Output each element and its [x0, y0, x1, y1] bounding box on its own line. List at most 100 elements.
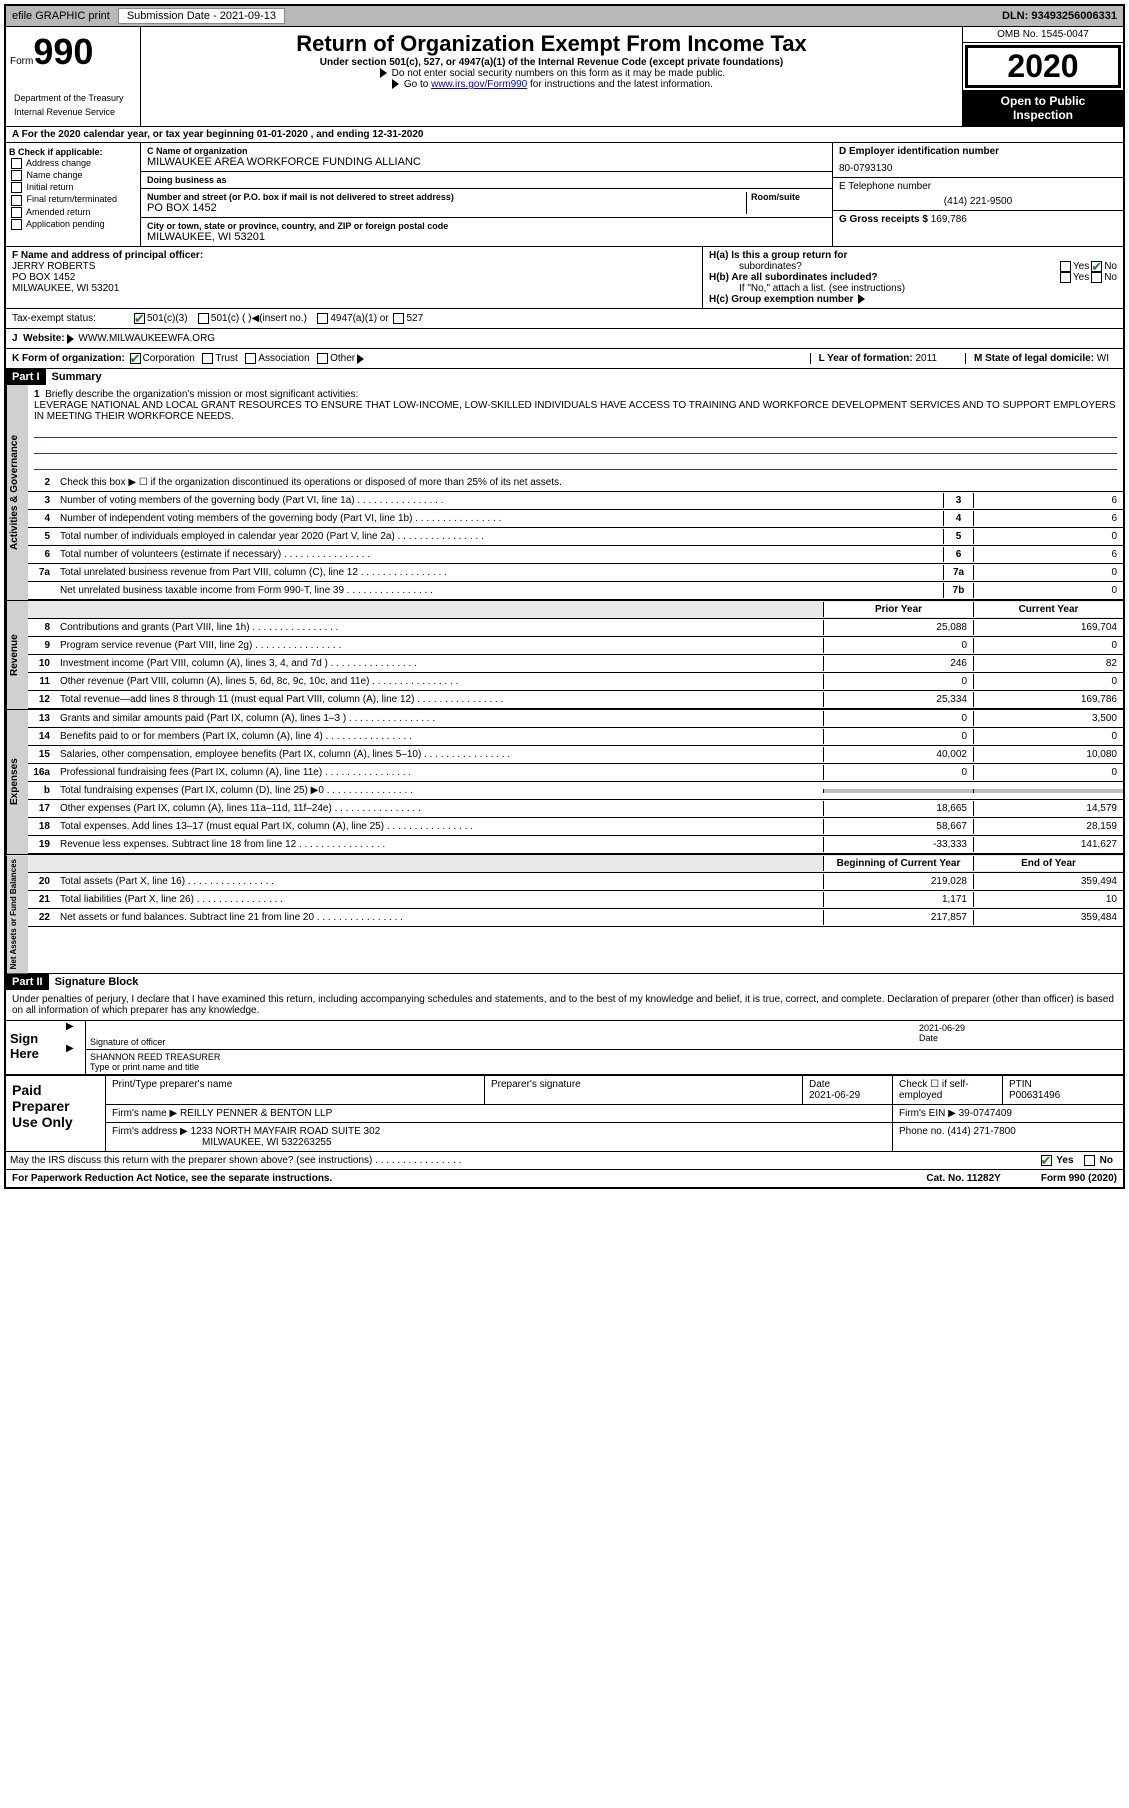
discuss-text: May the IRS discuss this return with the…: [10, 1155, 372, 1166]
cb-527[interactable]: [393, 313, 404, 324]
cb-corp[interactable]: [130, 353, 141, 364]
dln-value: 93493256006331: [1031, 10, 1117, 22]
dba-label: Doing business as: [147, 175, 826, 185]
fin-line: 17 Other expenses (Part IX, column (A), …: [28, 800, 1123, 818]
gov-line: 4 Number of independent voting members o…: [28, 510, 1123, 528]
addr-value: PO BOX 1452: [147, 202, 746, 214]
cb-501c[interactable]: [198, 313, 209, 324]
ha-yes[interactable]: [1060, 261, 1071, 272]
checkbox-app-pending[interactable]: [11, 219, 22, 230]
fin-line: 9 Program service revenue (Part VIII, li…: [28, 637, 1123, 655]
fin-line: 13 Grants and similar amounts paid (Part…: [28, 710, 1123, 728]
fin-line: 8 Contributions and grants (Part VIII, l…: [28, 619, 1123, 637]
line-num: 8: [28, 622, 56, 633]
curr-val: 3,500: [973, 711, 1123, 726]
line-val: 0: [973, 583, 1123, 598]
curr-val: 0: [973, 674, 1123, 689]
fin-line: 21 Total liabilities (Part X, line 26) 1…: [28, 891, 1123, 909]
discuss-yes[interactable]: [1041, 1155, 1052, 1166]
cb-501c3[interactable]: [134, 313, 145, 324]
triangle-icon: [392, 79, 399, 89]
hb-no[interactable]: [1091, 272, 1102, 283]
ha-no[interactable]: [1091, 261, 1102, 272]
fin-line: 12 Total revenue—add lines 8 through 11 …: [28, 691, 1123, 709]
officer-name: JERRY ROBERTS: [12, 261, 95, 272]
tax-year: 2020: [965, 45, 1121, 88]
rev-section: Revenue Prior Year Current Year 8 Contri…: [6, 601, 1123, 710]
prior-val: 0: [823, 765, 973, 780]
prior-val: 25,088: [823, 620, 973, 635]
irs-link[interactable]: www.irs.gov/Form990: [431, 79, 527, 90]
sig-date-label: Date: [919, 1033, 1119, 1043]
opt-assoc: Association: [258, 353, 309, 364]
line-num: b: [28, 785, 56, 796]
line-box: 6: [943, 547, 973, 562]
ein-row: D Employer identification number 80-0793…: [833, 143, 1123, 178]
line-text: Benefits paid to or for members (Part IX…: [56, 729, 823, 744]
cb-assoc[interactable]: [245, 353, 256, 364]
officer-name-row: SHANNON REED TREASURER Type or print nam…: [86, 1050, 1123, 1074]
opt-corp: Corporation: [143, 353, 195, 364]
curr-val: 82: [973, 656, 1123, 671]
triangle-icon: [858, 294, 865, 304]
firm-ein-label: Firm's EIN ▶: [899, 1108, 956, 1119]
line-box: 5: [943, 529, 973, 544]
prep-sig-label: Preparer's signature: [491, 1079, 796, 1090]
line-num: 10: [28, 658, 56, 669]
hb-yes[interactable]: [1060, 272, 1071, 283]
q2-num: 2: [28, 477, 56, 488]
line-num: 15: [28, 749, 56, 760]
dots: [372, 1155, 461, 1166]
line-text: Other revenue (Part VIII, column (A), li…: [56, 674, 823, 689]
line-num: 4: [28, 513, 56, 524]
sig-officer-field[interactable]: [90, 1023, 919, 1037]
cb-label-4: Amended return: [26, 207, 91, 217]
curr-val: 359,494: [973, 874, 1123, 889]
dept-irs: Internal Revenue Service: [10, 105, 136, 119]
dln-label: DLN:: [1002, 10, 1028, 22]
checkbox-name-change[interactable]: [11, 170, 22, 181]
open-line2: Inspection: [1013, 108, 1073, 122]
checkbox-initial-return[interactable]: [11, 182, 22, 193]
line-num: 17: [28, 803, 56, 814]
firm-ein-value: 39-0747409: [959, 1108, 1012, 1119]
checkbox-final-return[interactable]: [11, 195, 22, 206]
gov-line: 6 Total number of volunteers (estimate i…: [28, 546, 1123, 564]
form-prefix: Form: [10, 56, 33, 67]
line-text: Revenue less expenses. Subtract line 18 …: [56, 837, 823, 852]
firm-name-label: Firm's name ▶: [112, 1108, 177, 1119]
ha-label: H(a) Is this a group return for: [709, 250, 847, 261]
line-val: 6: [973, 547, 1123, 562]
website-url: WWW.MILWAUKEEWFA.ORG: [78, 333, 215, 344]
gross-label: G Gross receipts $: [839, 214, 928, 225]
line-text: Total revenue—add lines 8 through 11 (mu…: [56, 692, 823, 707]
line-text: Grants and similar amounts paid (Part IX…: [56, 711, 823, 726]
cb-trust[interactable]: [202, 353, 213, 364]
cb-other[interactable]: [317, 353, 328, 364]
firm-phone-label: Phone no.: [899, 1126, 945, 1137]
gov-line: 7a Total unrelated business revenue from…: [28, 564, 1123, 582]
cb-label-2: Initial return: [27, 182, 74, 192]
dept-treasury: Department of the Treasury: [10, 91, 136, 105]
omb-number: OMB No. 1545-0047: [963, 27, 1123, 43]
header-row: Form990 Department of the Treasury Inter…: [6, 27, 1123, 127]
addr-label: Number and street (or P.O. box if mail i…: [147, 192, 746, 202]
note-goto-post: for instructions and the latest informat…: [527, 79, 713, 90]
prep-row-1: Print/Type preparer's name Preparer's si…: [106, 1076, 1123, 1105]
checkbox-address-change[interactable]: [11, 158, 22, 169]
prior-year-hdr: Prior Year: [823, 602, 973, 617]
form-number: 990: [33, 31, 93, 72]
gov-section: Activities & Governance 1 Briefly descri…: [6, 385, 1123, 601]
ein-value: 80-0793130: [839, 157, 1117, 174]
topbar: efile GRAPHIC print efile GRAPHIC print …: [6, 6, 1123, 27]
line-text: Total number of individuals employed in …: [56, 529, 943, 544]
form-subtitle: Under section 501(c), 527, or 4947(a)(1)…: [149, 57, 954, 68]
fin-line: 14 Benefits paid to or for members (Part…: [28, 728, 1123, 746]
line-box: 7a: [943, 565, 973, 580]
checkbox-amended[interactable]: [11, 207, 22, 218]
section-b-header: B Check if applicable:: [9, 147, 137, 157]
cb-4947[interactable]: [317, 313, 328, 324]
line-val: 6: [973, 493, 1123, 508]
discuss-no[interactable]: [1084, 1155, 1095, 1166]
org-name-row: C Name of organization MILWAUKEE AREA WO…: [141, 143, 832, 172]
